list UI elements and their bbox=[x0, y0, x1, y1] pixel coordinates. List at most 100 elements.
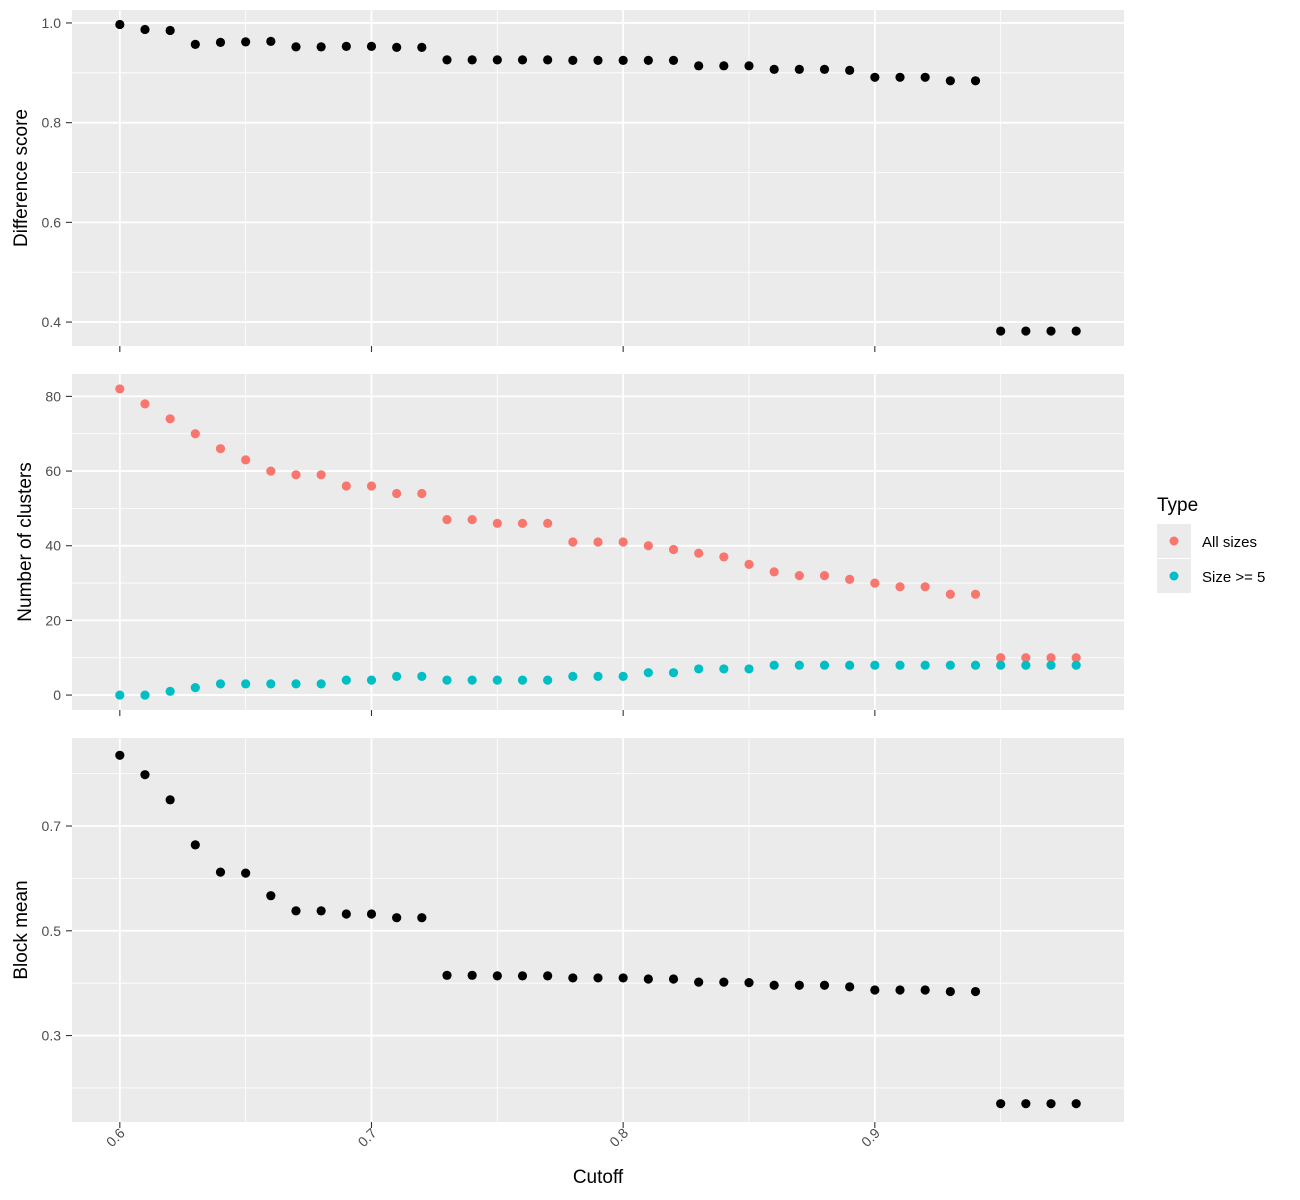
data-point bbox=[517, 55, 528, 65]
data-point bbox=[241, 37, 251, 47]
data-point bbox=[341, 41, 351, 51]
data-point bbox=[996, 653, 1006, 663]
data-point bbox=[668, 668, 679, 678]
data-point bbox=[165, 414, 175, 424]
y-tick-labels: 0.4 0.6 0.8 1.0 bbox=[42, 15, 72, 330]
data-point bbox=[467, 55, 477, 65]
data-point bbox=[719, 664, 729, 674]
data-point bbox=[769, 980, 779, 990]
data-point bbox=[241, 868, 251, 878]
legend-key-all-sizes bbox=[1169, 536, 1179, 546]
data-point bbox=[316, 470, 326, 480]
x-tick-label: 0.7 bbox=[355, 1125, 380, 1150]
panel-background bbox=[72, 10, 1124, 346]
data-point bbox=[643, 974, 653, 984]
data-point bbox=[870, 72, 880, 82]
data-point bbox=[719, 977, 729, 987]
data-point bbox=[115, 384, 125, 394]
data-point bbox=[845, 660, 855, 670]
legend-title: Type bbox=[1157, 495, 1198, 516]
data-point bbox=[417, 42, 427, 52]
data-point bbox=[543, 55, 553, 65]
data-points bbox=[115, 384, 1081, 700]
y-tick-label: 0.5 bbox=[42, 923, 62, 939]
data-point bbox=[568, 537, 578, 547]
data-point bbox=[845, 65, 855, 75]
data-point bbox=[115, 19, 125, 30]
x-axis-title: Cutoff bbox=[573, 1167, 624, 1188]
data-point bbox=[1046, 660, 1056, 670]
data-point bbox=[215, 679, 226, 689]
data-point bbox=[517, 518, 528, 528]
legend-label-all-sizes: All sizes bbox=[1202, 534, 1257, 551]
data-point bbox=[895, 985, 905, 995]
y-tick-label: 40 bbox=[45, 538, 61, 554]
y-tick-label: 1.0 bbox=[42, 15, 62, 31]
data-point bbox=[115, 750, 125, 760]
x-axis-ticks bbox=[119, 710, 876, 716]
data-point bbox=[341, 909, 351, 919]
data-point bbox=[794, 64, 804, 74]
data-point bbox=[920, 985, 930, 995]
data-point bbox=[316, 906, 326, 916]
data-point bbox=[643, 541, 653, 551]
data-point bbox=[241, 679, 251, 689]
data-point bbox=[392, 913, 402, 923]
data-point bbox=[165, 795, 175, 805]
data-point bbox=[341, 481, 351, 491]
data-point bbox=[190, 683, 200, 693]
y-tick-label: 0.6 bbox=[42, 214, 62, 230]
data-point bbox=[1071, 1099, 1081, 1109]
data-point bbox=[1046, 326, 1056, 336]
y-tick-label: 60 bbox=[45, 463, 61, 479]
data-point bbox=[492, 971, 502, 981]
data-point bbox=[140, 24, 150, 35]
data-point bbox=[668, 55, 679, 65]
panel-number-of-clusters: 0 20 40 60 80 Number of clusters bbox=[15, 374, 1124, 716]
data-point bbox=[1021, 660, 1031, 670]
data-point bbox=[568, 973, 578, 983]
data-point bbox=[618, 537, 628, 547]
x-axis-ticks bbox=[119, 346, 876, 352]
data-point bbox=[392, 671, 402, 682]
data-point bbox=[845, 982, 855, 992]
data-point bbox=[769, 567, 779, 577]
data-point bbox=[769, 64, 779, 74]
data-point bbox=[618, 55, 628, 65]
y-tick-label: 0 bbox=[53, 687, 61, 703]
data-point bbox=[1021, 653, 1031, 663]
panel-difference-score: 0.4 0.6 0.8 1.0 Difference score bbox=[11, 10, 1124, 352]
data-point bbox=[241, 455, 251, 465]
y-tick-label: 0.7 bbox=[42, 818, 62, 834]
data-point bbox=[895, 72, 905, 82]
data-point bbox=[366, 41, 377, 51]
data-point bbox=[467, 970, 477, 980]
data-point bbox=[694, 61, 704, 71]
data-point bbox=[593, 55, 603, 65]
data-point bbox=[291, 906, 301, 916]
y-tick-label: 0.8 bbox=[42, 115, 62, 131]
data-point bbox=[190, 840, 200, 850]
y-tick-label: 0.3 bbox=[42, 1028, 62, 1044]
data-point bbox=[266, 36, 276, 47]
data-point bbox=[694, 664, 704, 674]
data-point bbox=[568, 55, 578, 65]
data-point bbox=[492, 675, 502, 685]
data-point bbox=[794, 571, 804, 581]
data-point bbox=[215, 37, 226, 48]
data-point bbox=[1071, 653, 1081, 663]
data-point bbox=[970, 76, 981, 86]
data-point bbox=[366, 909, 377, 919]
data-point bbox=[744, 559, 754, 570]
data-points bbox=[115, 19, 1081, 336]
data-point bbox=[694, 548, 704, 558]
x-tick-labels: 0.6 0.7 0.8 0.9 bbox=[103, 1125, 883, 1150]
data-point bbox=[1046, 653, 1056, 663]
data-point bbox=[568, 671, 578, 682]
data-point bbox=[165, 686, 175, 696]
data-point bbox=[316, 42, 326, 52]
data-point bbox=[643, 668, 653, 678]
data-point bbox=[996, 660, 1006, 670]
data-point bbox=[945, 589, 955, 599]
